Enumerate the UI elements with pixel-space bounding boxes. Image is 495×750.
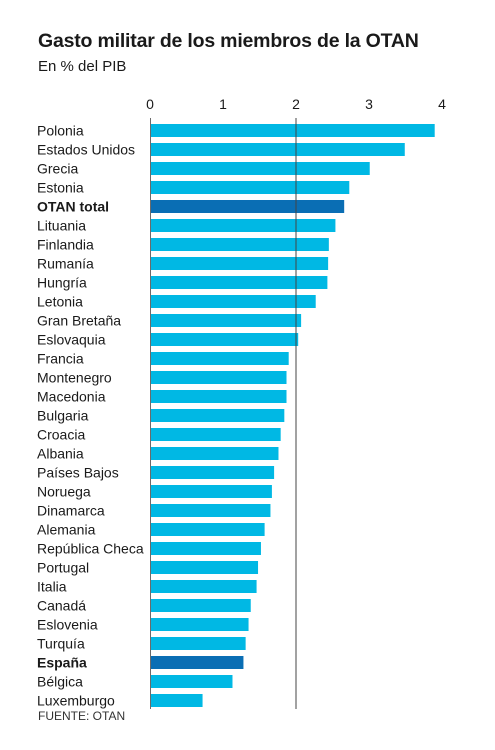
- category-label: Finlandia: [37, 237, 94, 253]
- category-label: Turquía: [37, 636, 85, 652]
- bar-turquia: [150, 637, 246, 650]
- x-tick-label: 3: [365, 96, 373, 112]
- bar-montenegro: [150, 371, 287, 384]
- bar-eslovaquia: [150, 333, 299, 346]
- bar-croacia: [150, 428, 281, 441]
- source-note: FUENTE: OTAN: [38, 709, 126, 723]
- category-label: Estonia: [37, 180, 84, 196]
- category-label: Letonia: [37, 294, 83, 310]
- bar-belgica: [150, 675, 233, 688]
- category-label: Eslovaquia: [37, 332, 106, 348]
- bar-polonia: [150, 124, 435, 137]
- category-label: Países Bajos: [37, 465, 119, 481]
- category-label: Bélgica: [37, 674, 83, 690]
- category-label: Canadá: [37, 598, 86, 614]
- category-label: Dinamarca: [37, 503, 105, 519]
- category-label: Estados Unidos: [37, 142, 135, 158]
- category-label: Gran Bretaña: [37, 313, 121, 329]
- bar-noruega: [150, 485, 272, 498]
- category-label: Polonia: [37, 123, 84, 139]
- category-label: Noruega: [37, 484, 91, 500]
- x-tick-label: 2: [292, 96, 300, 112]
- category-label: Montenegro: [37, 370, 112, 386]
- x-tick-label: 1: [219, 96, 227, 112]
- category-label: Grecia: [37, 161, 78, 177]
- bar-alemania: [150, 523, 265, 536]
- category-label: OTAN total: [37, 199, 109, 215]
- category-label: Rumanía: [37, 256, 94, 272]
- chart-subtitle: En % del PIB: [38, 58, 127, 75]
- bar-paises-bajos: [150, 466, 275, 479]
- category-label: Lituania: [37, 218, 86, 234]
- category-label: Bulgaria: [37, 408, 89, 424]
- bar-lituania: [150, 219, 336, 232]
- category-label: Macedonia: [37, 389, 106, 405]
- bar-luxemburgo: [150, 694, 203, 707]
- category-label: Albania: [37, 446, 84, 462]
- category-label: República Checa: [37, 541, 144, 557]
- bar-estados-unidos: [150, 143, 405, 156]
- category-label: Hungría: [37, 275, 87, 291]
- bar-portugal: [150, 561, 259, 574]
- bar-estonia: [150, 181, 350, 194]
- bar-albania: [150, 447, 279, 460]
- bar-espana: [150, 656, 244, 669]
- x-tick-label: 0: [146, 96, 154, 112]
- bar-otan-total: [150, 200, 345, 213]
- bar-macedonia: [150, 390, 287, 403]
- category-label: Luxemburgo: [37, 693, 115, 709]
- bar-rumania: [150, 257, 329, 270]
- bar-francia: [150, 352, 289, 365]
- x-tick-label: 4: [438, 96, 446, 112]
- bar-italia: [150, 580, 257, 593]
- category-label: Portugal: [37, 560, 89, 576]
- bar-bulgaria: [150, 409, 285, 422]
- category-label: España: [37, 655, 87, 671]
- bar-hungria: [150, 276, 328, 289]
- bar-finlandia: [150, 238, 329, 251]
- bar-eslovenia: [150, 618, 249, 631]
- bar-gran-bretana: [150, 314, 302, 327]
- bar-canada: [150, 599, 251, 612]
- category-label: Croacia: [37, 427, 85, 443]
- category-label: Alemania: [37, 522, 96, 538]
- chart-title: Gasto militar de los miembros de la OTAN: [38, 30, 419, 52]
- category-label: Italia: [37, 579, 67, 595]
- category-label: Eslovenia: [37, 617, 98, 633]
- bar-dinamarca: [150, 504, 271, 517]
- bar-grecia: [150, 162, 370, 175]
- category-label: Francia: [37, 351, 84, 367]
- bar-republica-checa: [150, 542, 261, 555]
- bar-letonia: [150, 295, 316, 308]
